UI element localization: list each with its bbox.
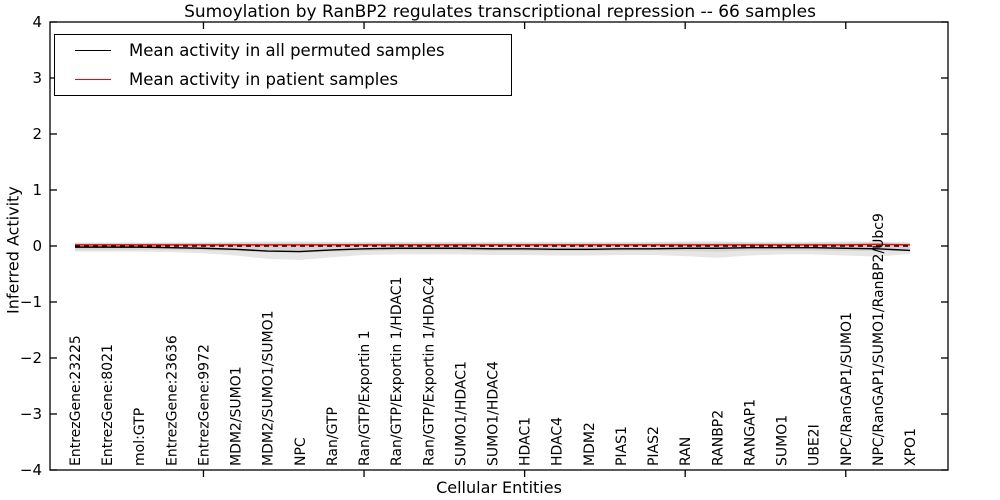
x-category-label: RANBP2 <box>710 410 726 466</box>
chart-title: Sumoylation by RanBP2 regulates transcri… <box>184 2 816 22</box>
legend-entry-permuted: Mean activity in all permuted samples <box>55 37 511 64</box>
y-tick-label: −3 <box>20 405 42 423</box>
x-category-label: Ran/GTP <box>325 407 341 466</box>
x-category-label: PIAS1 <box>614 426 630 466</box>
x-category-label: Ran/GTP/Exportin 1 <box>357 330 373 466</box>
series-line-mean-activity-in-patient-samples <box>75 243 911 246</box>
x-category-label: NPC <box>293 437 309 466</box>
x-axis-label: Cellular Entities <box>436 478 562 497</box>
y-tick-label: −1 <box>20 293 42 311</box>
legend-line-sample-red <box>75 79 111 80</box>
x-category-label: NPC/RanGAP1/SUMO1 <box>839 312 855 466</box>
x-category-label: RANGAP1 <box>742 399 758 466</box>
x-category-label: SUMO1/HDAC4 <box>486 361 502 466</box>
y-tick-label: 3 <box>32 69 42 87</box>
y-tick-label: 0 <box>32 237 42 255</box>
x-category-label: Ran/GTP/Exportin 1/HDAC1 <box>389 277 405 466</box>
series-line-mean-activity-in-all-permuted-samples <box>75 246 911 253</box>
x-category-label: SUMO1/HDAC1 <box>453 361 469 466</box>
x-category-label: RAN <box>678 437 694 466</box>
x-category-label: EntrezGene:23225 <box>68 335 84 466</box>
x-category-label: UBE2I <box>807 424 823 466</box>
x-category-label: HDAC1 <box>518 417 534 466</box>
x-category-label: NPC/RanGAP1/SUMO1/RanBP2/Ubc9 <box>871 213 887 466</box>
x-category-label: PIAS2 <box>646 426 662 466</box>
legend-line-sample-black <box>75 50 111 51</box>
x-category-label: mol:GTP <box>132 408 148 466</box>
legend-entry-patient: Mean activity in patient samples <box>55 66 511 93</box>
x-category-label: SUMO1 <box>775 415 791 466</box>
x-category-label: EntrezGene:23636 <box>164 335 180 466</box>
x-category-label: XPO1 <box>903 428 919 466</box>
x-category-label: MDM2/SUMO1 <box>229 366 245 466</box>
x-category-label: EntrezGene:8021 <box>100 344 116 466</box>
legend-label: Mean activity in patient samples <box>129 70 399 89</box>
y-tick-label: 4 <box>32 13 42 31</box>
x-category-label: HDAC4 <box>550 417 566 466</box>
y-tick-label: −4 <box>20 461 42 479</box>
x-category-label: Ran/GTP/Exportin 1/HDAC4 <box>421 277 437 466</box>
y-tick-label: −2 <box>20 349 42 367</box>
x-category-label: EntrezGene:9972 <box>196 344 212 466</box>
y-tick-label: 2 <box>32 125 42 143</box>
x-category-label: MDM2 <box>582 422 598 466</box>
x-category-label: MDM2/SUMO1/SUMO1 <box>261 310 277 466</box>
legend-label: Mean activity in all permuted samples <box>129 41 445 60</box>
legend: Mean activity in all permuted samples Me… <box>54 34 512 96</box>
y-tick-label: 1 <box>32 181 42 199</box>
